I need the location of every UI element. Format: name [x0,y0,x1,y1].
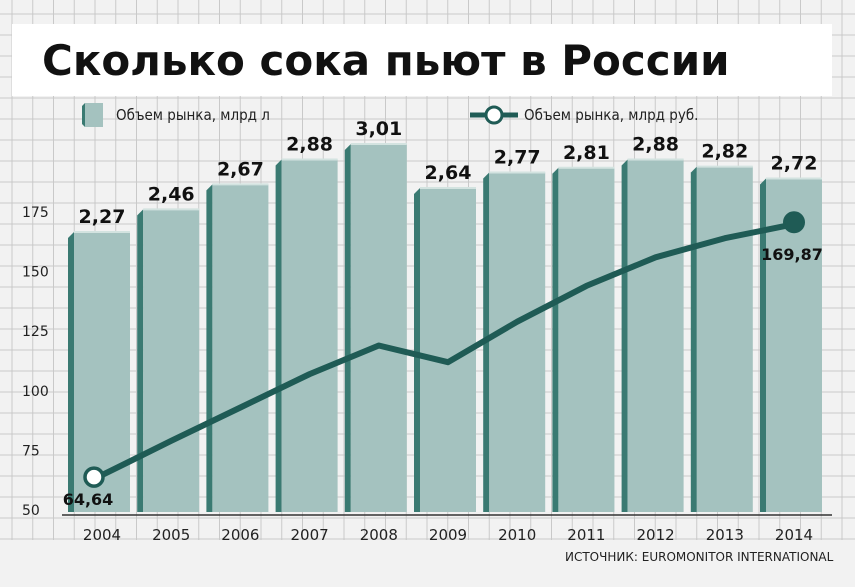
y-tick-label: 100 [22,384,49,400]
bar [552,166,615,512]
bar-value-label: 2,67 [217,158,264,180]
line-point-label-end: 169,87 [761,245,823,264]
bar [690,165,753,512]
bar-side [621,159,628,512]
y-tick-label: 50 [22,503,40,519]
bar-side [414,188,420,512]
bar-value-label: 2,81 [563,142,610,164]
title-band [12,24,832,96]
line-point-start [83,466,105,488]
bar [137,208,200,513]
bar-value-label: 2,82 [701,141,748,163]
bar-value-label: 2,72 [771,152,818,174]
x-tick-label: 2004 [83,526,121,544]
x-tick-label: 2007 [291,526,329,544]
x-tick-label: 2010 [498,526,536,544]
bar-value-label: 2,88 [286,133,333,155]
legend: Объем рынка, млрд л Объем рынка, млрд ру… [82,103,698,127]
bar-side [275,159,282,512]
bar [483,171,546,513]
y-tick-label: 75 [22,443,40,459]
bar-front [696,166,753,512]
y-tick-label: 175 [22,205,49,221]
line-series-path [99,221,797,479]
bar [275,158,338,512]
bar-value-label: 2,46 [148,183,195,205]
bar-side [760,178,766,512]
bar-value-label: 2,88 [632,133,679,155]
legend-bar-swatch [82,103,103,127]
bar-side [68,232,74,512]
legend-line-swatch [470,105,518,125]
x-tick-label: 2006 [221,526,259,544]
line-point-end [783,211,805,234]
bar [206,183,269,512]
bar-front [143,209,200,513]
x-tick-label: 2011 [567,526,605,544]
bar-front [627,159,684,512]
bar-front [766,178,822,512]
bar-side [552,167,559,512]
line-layer: 64,64 169,87 [63,211,823,509]
bar-value-label: 3,01 [355,118,402,140]
bar-value-label: 2,27 [79,206,126,228]
bar-front [281,159,338,512]
bar-front [350,144,407,512]
bar [621,158,684,512]
bar-front [489,172,546,513]
bar-side [137,209,144,513]
bar-front [212,184,269,512]
bar-front [558,167,615,512]
bar-side [690,166,697,512]
line-point-label-start: 64,64 [63,490,114,509]
chart-title: Сколько сока пьют в России [42,36,730,85]
axis-layer: 50 75 100 125 150 175 [22,205,832,519]
source-note: ИСТОЧНИК: EUROMONITOR INTERNATIONAL [565,550,834,564]
legend-bar-label: Объем рынка, млрд л [116,106,270,124]
legend-line-label: Объем рынка, млрд руб. [524,106,698,124]
bar-side [206,184,213,512]
x-tick-label: 2005 [152,526,190,544]
bar-side [344,144,351,512]
bar-value-label: 2,77 [494,147,541,169]
bar [344,143,407,512]
bar [760,177,822,512]
x-tick-label: 2009 [429,526,467,544]
bar-value-label: 2,64 [425,162,472,184]
x-tick-label: 2008 [360,526,398,544]
y-tick-label: 150 [22,265,49,281]
x-tick-label: 2012 [637,526,675,544]
x-tick-label: 2013 [706,526,744,544]
y-tick-label: 125 [22,324,49,340]
x-tick-label: 2014 [775,526,813,544]
